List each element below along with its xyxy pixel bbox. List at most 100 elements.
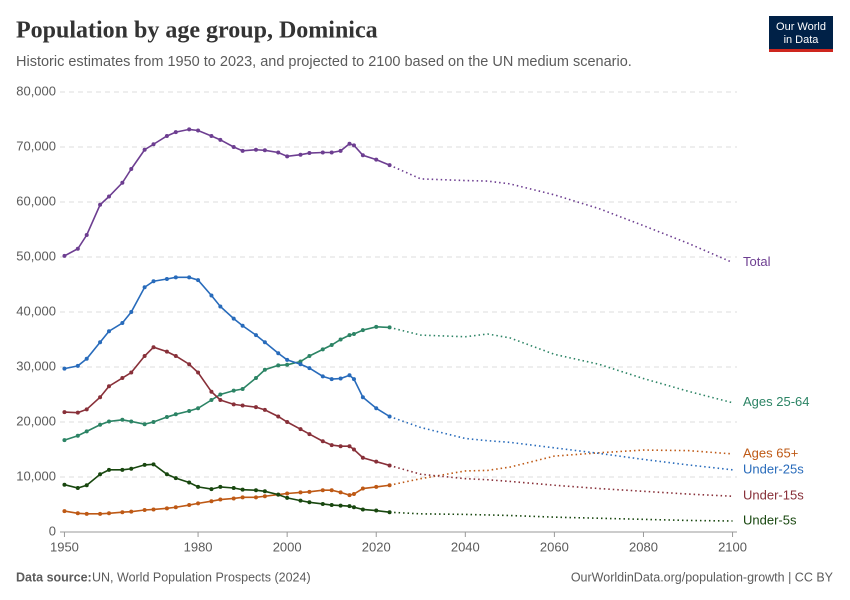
point [62, 253, 67, 258]
point [142, 354, 147, 358]
point [351, 332, 356, 336]
point [151, 507, 156, 512]
logo-text: Our World [776, 21, 826, 33]
point [285, 491, 290, 496]
logo-text: in Data [784, 34, 820, 46]
point [329, 150, 334, 155]
line-projected [389, 415, 733, 471]
point [98, 340, 103, 345]
point [129, 167, 134, 171]
point [240, 487, 245, 492]
logo [769, 16, 833, 52]
point [240, 148, 245, 153]
point [209, 499, 214, 504]
point [360, 455, 365, 460]
point [329, 488, 334, 493]
point [209, 134, 214, 138]
point [75, 410, 80, 415]
point [338, 376, 343, 381]
point [285, 495, 290, 500]
point [218, 304, 223, 309]
point [187, 127, 192, 132]
point [98, 395, 103, 400]
point [231, 486, 236, 490]
point [374, 406, 379, 411]
point [151, 279, 156, 284]
point [320, 347, 325, 352]
point [262, 148, 267, 153]
line-historic [64, 128, 390, 257]
point [231, 388, 236, 393]
point [351, 143, 356, 148]
point [329, 377, 334, 382]
line-projected [389, 164, 733, 264]
series-label: Total [743, 254, 771, 269]
point [307, 151, 312, 156]
x-tick-label: 2000 [273, 539, 302, 554]
x-tick-label: 1950 [50, 539, 79, 554]
point [173, 412, 178, 417]
point [253, 488, 258, 493]
point [196, 278, 201, 283]
point [262, 340, 267, 345]
point [164, 506, 169, 511]
point [285, 362, 290, 367]
point [187, 362, 192, 367]
point [142, 508, 147, 512]
point [262, 494, 267, 499]
point [62, 410, 67, 415]
chart-title: Population by age group, Dominica [16, 18, 378, 44]
point [75, 363, 80, 368]
point [129, 370, 134, 375]
point [240, 403, 245, 408]
point [347, 493, 352, 498]
chart-subtitle: Historic estimates from 1950 to 2023, an… [16, 54, 632, 70]
point [98, 422, 103, 427]
point [320, 374, 325, 379]
y-tick-label: 10,000 [16, 468, 56, 483]
point [338, 337, 343, 342]
point [307, 489, 312, 494]
point [196, 370, 201, 375]
point [320, 488, 325, 493]
point [120, 510, 125, 515]
point [320, 439, 325, 444]
footer-link: OurWorldinData.org/population-growth | C… [571, 570, 834, 584]
point [75, 433, 80, 438]
series-label: Ages 65+ [743, 445, 798, 460]
point [120, 376, 125, 380]
point [106, 511, 111, 516]
y-tick-label: 80,000 [16, 83, 56, 98]
point [62, 482, 67, 487]
y-tick-label: 60,000 [16, 193, 56, 208]
logo-stripe [769, 49, 833, 52]
point [62, 438, 67, 443]
point [329, 503, 334, 508]
point [320, 150, 325, 155]
point [360, 507, 365, 512]
point [298, 152, 303, 157]
point [338, 444, 343, 449]
point [276, 150, 281, 155]
line-projected [389, 464, 733, 498]
point [106, 419, 111, 424]
point [106, 467, 111, 472]
point [209, 389, 214, 394]
point [196, 128, 201, 133]
line-historic [64, 484, 390, 515]
point [196, 501, 201, 506]
source-label: Data source: [16, 570, 92, 584]
point [106, 384, 111, 389]
point [173, 275, 178, 280]
point [276, 414, 281, 419]
source: UN, World Population Prospects (2024) [92, 570, 311, 584]
point [360, 153, 365, 158]
point [351, 447, 356, 452]
point [218, 398, 223, 402]
point [298, 490, 303, 495]
point [164, 472, 169, 477]
point [338, 490, 343, 495]
point [285, 357, 290, 362]
point [374, 484, 379, 489]
